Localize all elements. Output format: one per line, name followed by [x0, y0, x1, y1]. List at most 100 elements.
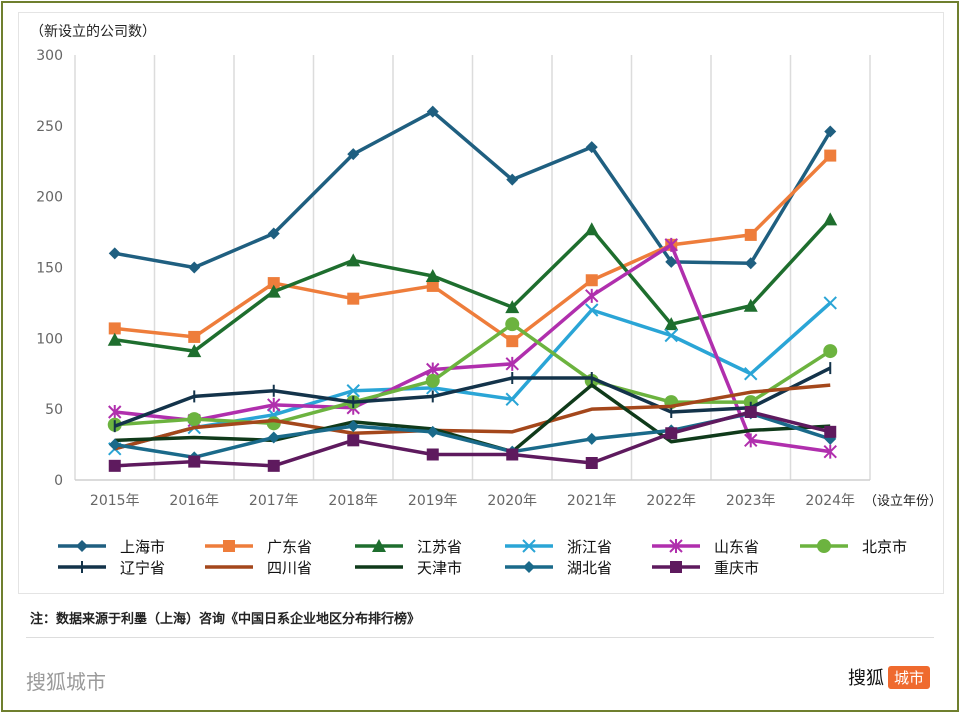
- logo-text: 搜狐: [847, 668, 884, 689]
- data-point: [267, 397, 281, 412]
- series-line-辽宁省: [114, 366, 832, 428]
- data-point: [823, 444, 837, 459]
- series-line-四川省: [114, 383, 831, 451]
- x-tick-label: 2023年: [726, 493, 776, 509]
- chart-panel: [18, 12, 944, 594]
- data-point: [108, 405, 122, 419]
- x-tick-label: 2024年: [805, 493, 855, 509]
- legend-marker: [223, 540, 235, 552]
- legend-label: 浙江省: [567, 538, 612, 556]
- series-line-山东省: [114, 243, 831, 454]
- legend-label: 四川省: [267, 559, 312, 577]
- data-point: [505, 317, 520, 332]
- data-point: [347, 292, 360, 305]
- data-point: [585, 141, 598, 154]
- legend-label: 北京市: [862, 538, 907, 556]
- data-point: [425, 373, 440, 388]
- data-point: [188, 330, 201, 343]
- legend-marker: [669, 539, 683, 553]
- data-point: [108, 322, 121, 335]
- data-point: [108, 247, 121, 260]
- x-tick-label: 2020年: [487, 493, 537, 509]
- data-point: [744, 228, 757, 241]
- data-point: [585, 288, 599, 303]
- data-point: [266, 416, 281, 431]
- data-point: [585, 274, 598, 287]
- data-point: [505, 392, 519, 406]
- legend-marker: [523, 561, 535, 573]
- legend-marker: [522, 539, 536, 553]
- data-point: [664, 237, 678, 252]
- data-point: [664, 328, 678, 343]
- data-point: [108, 459, 121, 472]
- y-tick-label: 250: [36, 119, 63, 135]
- data-point: [824, 149, 837, 162]
- data-point: [267, 459, 280, 472]
- data-point: [823, 296, 837, 310]
- x-tick-label: 2018年: [328, 493, 378, 509]
- source-note: 注：数据来源于利墨（上海）咨询《中国日系企业地区分布排行榜》: [30, 612, 421, 627]
- logo-tag: 城市: [887, 665, 930, 689]
- data-point: [347, 420, 360, 433]
- y-tick-label: 300: [36, 48, 63, 64]
- data-point: [506, 335, 519, 348]
- legend-label: 天津市: [417, 559, 462, 577]
- data-point: [665, 427, 678, 440]
- series-line-重庆市: [114, 410, 831, 468]
- legend-label: 湖北省: [567, 559, 612, 577]
- legend-label: 山东省: [714, 538, 759, 556]
- legend-marker: [76, 540, 88, 552]
- data-point: [267, 227, 280, 240]
- legend-label: 重庆市: [714, 559, 759, 577]
- data-point: [824, 125, 837, 138]
- data-point: [188, 261, 201, 274]
- series-line-广东省: [114, 154, 832, 343]
- data-point: [585, 457, 598, 469]
- data-point: [346, 253, 361, 267]
- data-point: [506, 173, 519, 186]
- data-point: [188, 455, 201, 468]
- data-point: [585, 432, 598, 445]
- line-chart: 0 50 100 150 200 250 300 2015年 2016年 2017年 2018年 20…: [30, 24, 942, 577]
- data-point: [267, 277, 280, 290]
- data-point: [346, 384, 360, 398]
- x-tick-label: 2015年: [90, 493, 140, 509]
- data-point: [584, 222, 599, 236]
- data-point: [266, 284, 281, 298]
- legend-label: 辽宁省: [120, 559, 165, 577]
- series-line-上海市: [114, 109, 832, 270]
- y-tick-label: 150: [36, 261, 63, 277]
- legend-marker: [817, 539, 831, 553]
- data-point: [824, 425, 837, 438]
- legend-label: 江苏省: [417, 538, 462, 556]
- x-tick-label: 2019年: [408, 493, 458, 509]
- data-point: [744, 257, 757, 270]
- data-point: [187, 412, 202, 427]
- y-axis-label: （新设立的公司数）: [30, 24, 156, 40]
- divider: [26, 637, 934, 638]
- data-point: [506, 448, 519, 461]
- data-point: [107, 332, 122, 346]
- data-point: [744, 433, 758, 448]
- data-point: [744, 406, 757, 418]
- x-tick-label: 2016年: [169, 493, 219, 509]
- legend-marker: [372, 539, 386, 552]
- data-point: [267, 431, 280, 444]
- data-point: [505, 356, 519, 371]
- footer-brand-text: 搜狐城市: [26, 670, 106, 694]
- legend-label: 广东省: [267, 538, 312, 556]
- data-point: [665, 255, 678, 268]
- data-point: [347, 148, 360, 161]
- x-tick-label: 2022年: [646, 493, 696, 509]
- series-line-北京市: [114, 322, 832, 427]
- data-point: [823, 344, 838, 359]
- y-tick-label: 100: [36, 331, 63, 347]
- data-point: [664, 317, 679, 331]
- x-tick-label: 2017年: [249, 493, 299, 509]
- data-point: [505, 300, 520, 314]
- data-point: [426, 448, 439, 461]
- data-point: [426, 425, 439, 438]
- series-line-江苏省: [114, 218, 832, 353]
- data-point: [743, 298, 758, 312]
